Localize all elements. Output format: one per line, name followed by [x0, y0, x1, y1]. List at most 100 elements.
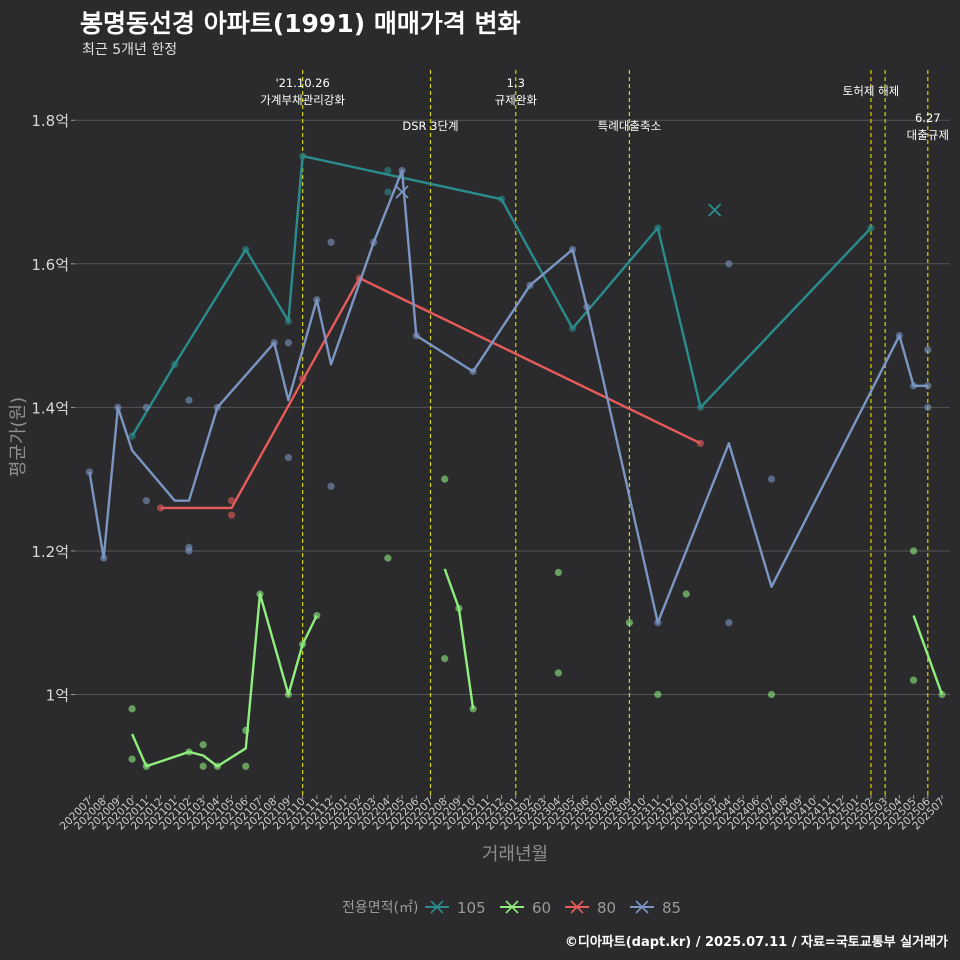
series-line-85: [88, 169, 928, 624]
data-point-60: [199, 762, 207, 770]
data-point-85: [725, 619, 733, 627]
event-label: '21.10.26: [275, 76, 329, 90]
legend-cross-60: [505, 900, 519, 914]
data-point-85: [469, 367, 477, 376]
data-point-105: [654, 224, 662, 232]
legend-label-85: 85: [662, 899, 681, 917]
data-point-60: [909, 676, 918, 684]
legend-title: 전용면적(㎡): [342, 900, 418, 916]
data-point-85: [654, 619, 662, 627]
event-label: 토허제 해제: [843, 84, 900, 98]
data-point-60: [441, 655, 449, 663]
data-point-85: [114, 403, 122, 411]
data-point-85: [767, 475, 776, 483]
data-point-85: [85, 468, 94, 476]
data-point-85: [725, 260, 733, 268]
y-tick-label: 1억: [46, 687, 69, 705]
event-label: DSR 3단계: [402, 119, 458, 133]
data-point-85: [412, 331, 420, 340]
data-point-85: [270, 339, 278, 347]
legend: 전용면적(㎡) 105 60 80 85: [342, 899, 681, 917]
data-point-85: [526, 281, 534, 289]
data-point-60: [767, 690, 776, 699]
data-point-85: [327, 482, 335, 490]
data-point-60: [654, 690, 662, 699]
data-point-85: [398, 166, 406, 175]
data-point-60: [469, 705, 477, 713]
data-point-60: [384, 554, 392, 562]
data-point-60: [256, 590, 264, 598]
data-point-85: [284, 454, 293, 462]
data-point-105: [696, 403, 705, 411]
data-point-85: [142, 403, 150, 411]
data-point-85: [924, 403, 932, 411]
data-point-105: [384, 188, 392, 196]
series-line-80: [160, 277, 702, 510]
series-105: [128, 152, 875, 440]
legend-label-80: 80: [597, 899, 616, 917]
data-point-60: [284, 690, 293, 699]
y-axis-label: 평균가(원): [8, 397, 29, 477]
legend-label-60: 60: [532, 899, 551, 917]
series-60: [128, 475, 946, 770]
data-point-80: [227, 511, 236, 519]
series-line-60: [443, 568, 475, 710]
chart-subtitle: 최근 5개년 한정: [82, 42, 178, 58]
data-point-85: [185, 547, 193, 555]
series-line-60: [131, 592, 318, 768]
event-label: 6.27: [915, 111, 941, 125]
data-point-85: [185, 396, 193, 404]
data-point-60: [554, 568, 562, 577]
data-point-80: [156, 504, 165, 512]
data-point-60: [455, 604, 463, 612]
data-point-105: [128, 432, 136, 440]
y-tick-label: 1.4억: [31, 399, 69, 417]
data-point-60: [299, 640, 307, 648]
event-label: 규제완화: [495, 93, 538, 107]
event-label: 가계부채관리강화: [260, 93, 345, 107]
legend-cross-105: [430, 900, 444, 914]
data-point-85: [213, 403, 221, 411]
data-point-60: [128, 755, 136, 763]
grid-layer: [75, 119, 950, 696]
legend-label-105: 105: [457, 899, 486, 917]
data-point-60: [554, 669, 562, 677]
data-point-105: [497, 195, 506, 203]
series-85: [85, 166, 932, 627]
data-point-85: [313, 296, 321, 304]
data-point-105: [171, 360, 179, 368]
x-axis-label: 거래년월: [482, 844, 548, 865]
data-point-80: [299, 375, 307, 383]
cross-marker-105: [708, 203, 722, 217]
legend-items: 105 60 80 85: [425, 899, 681, 917]
data-point-60: [128, 705, 136, 713]
data-point-60: [313, 611, 321, 620]
event-label: 특례대출축소: [598, 119, 661, 133]
legend-cross-80: [570, 900, 584, 914]
data-point-85: [909, 382, 918, 390]
chart-title: 봉명동선경 아파트(1991) 매매가격 변화: [80, 9, 521, 38]
data-point-60: [938, 690, 946, 699]
series-line-60: [912, 615, 944, 695]
data-point-85: [327, 238, 335, 246]
data-point-60: [213, 762, 221, 770]
event-label: 1.3: [507, 76, 525, 90]
data-point-60: [441, 475, 449, 483]
data-point-60: [242, 762, 250, 770]
y-tick-label: 1.8억: [31, 112, 69, 130]
data-point-105: [384, 166, 392, 175]
data-point-105: [568, 324, 577, 333]
series-80: [156, 274, 705, 519]
data-point-85: [370, 238, 378, 246]
data-point-60: [682, 590, 690, 598]
data-point-85: [284, 339, 293, 347]
legend-cross-85: [635, 900, 649, 914]
data-point-60: [199, 741, 207, 749]
data-point-80: [227, 497, 236, 505]
data-point-85: [142, 497, 150, 505]
chart-caption: ©디아파트(dapt.kr) / 2025.07.11 / 자료=국토교통부 실…: [564, 935, 948, 950]
data-point-105: [867, 224, 875, 232]
data-point-85: [100, 554, 108, 562]
